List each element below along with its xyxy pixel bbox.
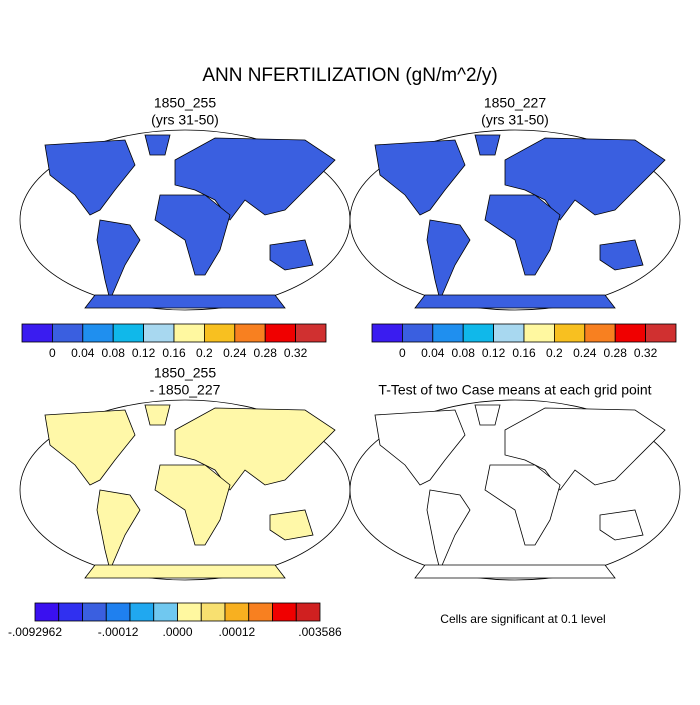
panel-title: 1850_255: [154, 365, 217, 381]
colorbar-label: 0.16: [512, 346, 536, 360]
colorbar-box: [234, 323, 266, 343]
colorbar-box: [295, 323, 327, 343]
colorbar-box: [523, 323, 555, 343]
colorbar-label: 0.16: [162, 346, 186, 360]
colorbar-box: [21, 323, 53, 343]
significant-cell: [638, 406, 642, 410]
colorbar-box: [203, 323, 236, 343]
colorbar-box: [52, 323, 84, 343]
significant-cell: [370, 426, 373, 429]
significant-cell: [657, 557, 661, 561]
colorbar-label: -.0092962: [8, 625, 62, 639]
colorbar-box: [248, 602, 273, 622]
map-panel: [349, 129, 681, 311]
colorbar-box: [493, 323, 525, 343]
colorbar-box: [584, 323, 616, 343]
colorbar-label: 0.24: [573, 346, 597, 360]
colorbar-label: .00012: [219, 625, 256, 639]
significant-cell: [399, 408, 403, 412]
significant-cell: [646, 414, 650, 418]
significant-cell: [647, 561, 651, 565]
significant-cell: [392, 405, 396, 409]
colorbar-label: 0.2: [196, 346, 213, 360]
colorbar-box: [462, 323, 495, 343]
panel-subtitle: - 1850_227: [150, 382, 221, 398]
significant-cell: [648, 409, 652, 413]
significant-cell: [658, 440, 662, 444]
panel-title: 1850_227: [484, 95, 547, 111]
colorbar-label: 0.28: [254, 346, 278, 360]
significant-cell: [658, 417, 662, 421]
panel-subtitle: (yrs 31-50): [481, 112, 549, 128]
colorbar-label: 0.04: [71, 346, 95, 360]
colorbar-box: [200, 602, 226, 622]
colorbar-box: [177, 602, 202, 622]
colorbar-box: [82, 323, 114, 343]
panel-subtitle: (yrs 31-50): [151, 112, 219, 128]
colorbar-box: [82, 602, 107, 622]
colorbar-box: [614, 323, 647, 343]
colorbar-box: [272, 602, 297, 622]
significant-cell: [635, 551, 639, 555]
colorbar-box: [105, 602, 131, 622]
panel-title: T-Test of two Case means at each grid po…: [378, 382, 651, 398]
significant-cell: [379, 555, 383, 559]
colorbar-box: [645, 323, 677, 343]
colorbar-box: [371, 323, 403, 343]
colorbar-label: 0.12: [482, 346, 506, 360]
colorbar-label: -.00012: [98, 625, 139, 639]
colorbar-box: [295, 602, 321, 622]
significant-cell: [658, 437, 662, 441]
significant-cell: [615, 563, 619, 567]
colorbar-label: 0.28: [604, 346, 628, 360]
colorbar-box: [58, 602, 83, 622]
significant-cell: [371, 406, 374, 409]
map-panel: [19, 129, 351, 311]
significant-cell: [638, 408, 642, 412]
significant-cell: [394, 406, 398, 410]
map-panel: [349, 399, 681, 581]
colorbar-label: 0.24: [223, 346, 247, 360]
colorbar-box: [173, 323, 205, 343]
colorbar-label: 0.32: [634, 346, 658, 360]
colorbar-box: [153, 602, 178, 622]
colorbar-label: 0: [49, 346, 56, 360]
colorbar-label: 0.08: [102, 346, 126, 360]
significant-cell: [658, 410, 662, 414]
colorbar-label: .0000: [162, 625, 192, 639]
colorbar-label: .003586: [298, 625, 342, 639]
panel-title: 1850_255: [154, 95, 217, 111]
colorbar-box: [432, 323, 464, 343]
colorbar-box: [401, 323, 434, 343]
colorbar-label: 0: [399, 346, 406, 360]
figure-title: ANN NFERTILIZATION (gN/m^2/y): [202, 65, 497, 86]
significant-cell: [370, 552, 373, 555]
colorbar-label: 0.2: [546, 346, 563, 360]
significant-cell: [376, 549, 380, 553]
colorbar-box: [224, 602, 250, 622]
significant-cell: [371, 551, 374, 554]
significant-cell: [639, 564, 643, 568]
colorbar-box: [112, 323, 144, 343]
colorbar-box: [264, 323, 297, 343]
significant-cell: [370, 539, 373, 542]
colorbar-box: [554, 323, 586, 343]
significant-cell: [372, 412, 375, 415]
colorbar-box: [34, 602, 60, 622]
colorbar-label: 0.08: [452, 346, 476, 360]
colorbar-label: 0.12: [132, 346, 156, 360]
colorbar-box: [143, 323, 175, 343]
colorbar-box: [129, 602, 155, 622]
map-panel: [19, 399, 351, 581]
colorbar-label: 0.32: [284, 346, 308, 360]
panel-note: Cells are significant at 0.1 level: [440, 612, 605, 626]
significant-cell: [655, 564, 659, 568]
significant-cell: [645, 411, 649, 415]
colorbar-label: 0.04: [421, 346, 445, 360]
significant-cell: [630, 556, 634, 560]
